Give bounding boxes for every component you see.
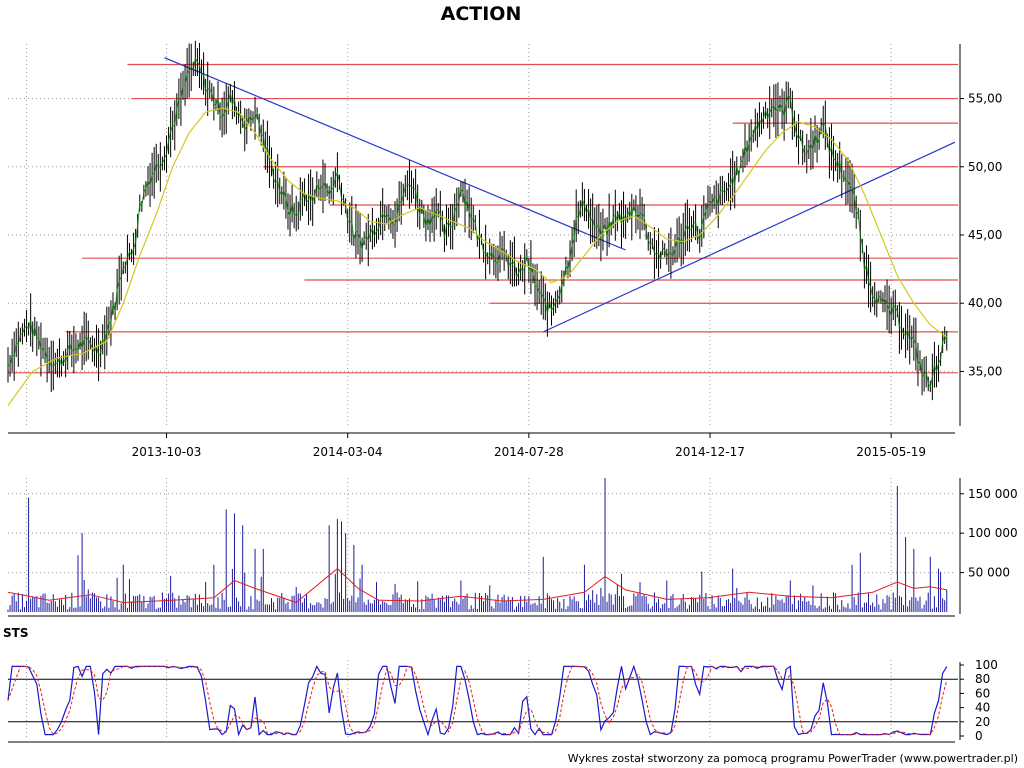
date-tick-label: 2014-03-04 xyxy=(313,445,383,459)
stochastic-label: STS xyxy=(3,626,28,640)
price-y-ticks: 35,00 40,00 45,00 50,00 55,00 xyxy=(960,92,1002,378)
trendline xyxy=(164,57,626,251)
price-tick-label: 55,00 xyxy=(968,92,1002,106)
stochastic-grid xyxy=(26,660,892,740)
volume-tick-label: 100 000 xyxy=(968,526,1018,540)
volume-panel: 50 000 100 000 150 000 xyxy=(7,478,1018,617)
stochastic-tick-label: 80 xyxy=(975,672,990,686)
stochastic-k-line xyxy=(7,664,948,737)
stochastic-tick-label: 20 xyxy=(975,715,990,729)
volume-moving-average xyxy=(7,567,947,604)
stochastic-tick-label: 100 xyxy=(975,658,998,672)
moving-average-line xyxy=(7,107,948,406)
date-tick-label: 2013-10-03 xyxy=(132,445,202,459)
trendline xyxy=(543,141,956,333)
price-line xyxy=(7,56,948,388)
volume-y-ticks: 50 000 100 000 150 000 xyxy=(960,487,1018,580)
date-tick-label: 2015-05-19 xyxy=(856,445,926,459)
stochastic-reference-lines xyxy=(8,678,958,723)
volume-tick-label: 150 000 xyxy=(968,487,1018,501)
credit-text: Wykres został stworzony za pomocą progra… xyxy=(568,752,1018,765)
date-tick-label: 2014-12-17 xyxy=(675,445,745,459)
price-tick-label: 45,00 xyxy=(968,228,1002,242)
date-tick-label: 2014-07-28 xyxy=(494,445,564,459)
support-resistance-lines xyxy=(8,63,958,374)
price-panel: 35,00 40,00 45,00 50,00 55,00 2013-10-03 2014… xyxy=(7,40,1002,459)
volume-tick-label: 50 000 xyxy=(968,566,1010,580)
price-tick-label: 35,00 xyxy=(968,364,1002,378)
price-tick-label: 40,00 xyxy=(968,296,1002,310)
stochastic-tick-label: 0 xyxy=(975,729,983,743)
trendlines xyxy=(164,57,956,333)
chart-title: ACTION xyxy=(441,3,522,25)
date-ticks: 2013-10-03 2014-03-04 2014-07-28 2014-12-17… xyxy=(132,433,926,459)
stochastic-tick-label: 60 xyxy=(975,686,990,700)
stochastic-tick-label: 40 xyxy=(975,701,990,715)
price-tick-label: 50,00 xyxy=(968,160,1002,174)
volume-bars xyxy=(7,478,948,612)
